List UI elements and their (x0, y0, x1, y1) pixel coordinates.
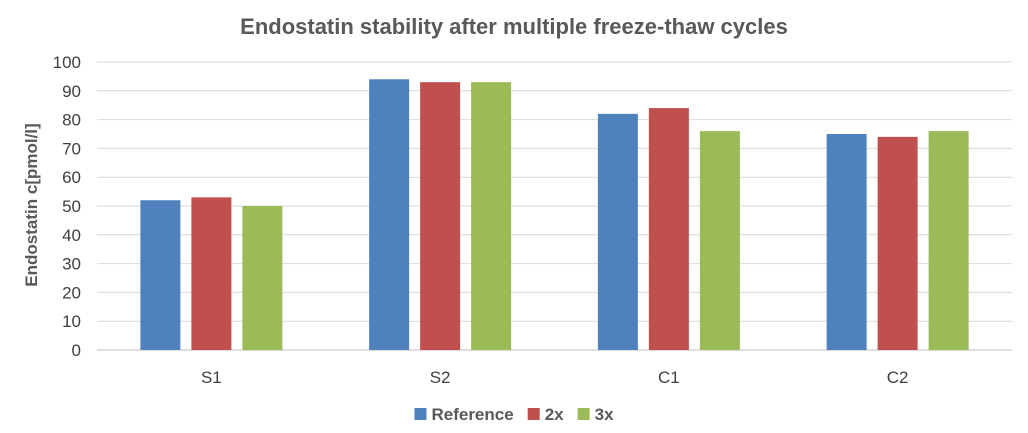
y-axis-label: Endostatin c[pmol/l] (22, 123, 41, 286)
legend-swatch-reference (414, 408, 427, 420)
legend-swatch-2x (527, 408, 540, 420)
chart-title: Endostatin stability after multiple free… (240, 14, 788, 39)
y-tick-label: 30 (62, 255, 81, 274)
bar-s2-reference (369, 79, 410, 350)
bar-c1-2x (648, 108, 689, 350)
bar-c1-3x (699, 131, 740, 350)
y-axis-ticks: 0 10 20 30 40 50 60 70 80 90 100 (53, 53, 81, 360)
x-tick-label: C2 (887, 368, 909, 387)
legend-swatch-3x (577, 408, 590, 420)
legend-label: 2x (545, 405, 564, 424)
y-tick-label: 20 (62, 283, 81, 302)
bars (140, 79, 969, 350)
legend-label: Reference (431, 405, 513, 424)
x-tick-label: C1 (658, 368, 680, 387)
bar-c2-reference (826, 134, 867, 350)
y-tick-label: 10 (62, 312, 81, 331)
y-tick-label: 50 (62, 197, 81, 216)
bar-s2-2x (420, 82, 461, 350)
y-tick-label: 100 (53, 53, 81, 72)
y-tick-label: 60 (62, 168, 81, 187)
x-tick-label: S1 (201, 368, 222, 387)
bar-s1-2x (191, 197, 232, 350)
x-tick-label: S2 (430, 368, 451, 387)
x-axis-ticks: S1 S2 C1 C2 (201, 368, 909, 387)
legend: Reference 2x 3x (414, 405, 614, 424)
y-tick-label: 40 (62, 226, 81, 245)
y-tick-label: 90 (62, 82, 81, 101)
y-tick-label: 0 (72, 341, 81, 360)
y-tick-label: 80 (62, 111, 81, 130)
legend-label: 3x (595, 405, 614, 424)
bar-s1-reference (140, 200, 181, 350)
bar-s2-3x (471, 82, 512, 350)
y-tick-label: 70 (62, 139, 81, 158)
bar-c2-2x (877, 136, 918, 350)
bar-s1-3x (242, 206, 283, 350)
bar-c1-reference (597, 113, 638, 350)
gridlines (97, 61, 1012, 351)
bar-c2-3x (928, 131, 969, 350)
